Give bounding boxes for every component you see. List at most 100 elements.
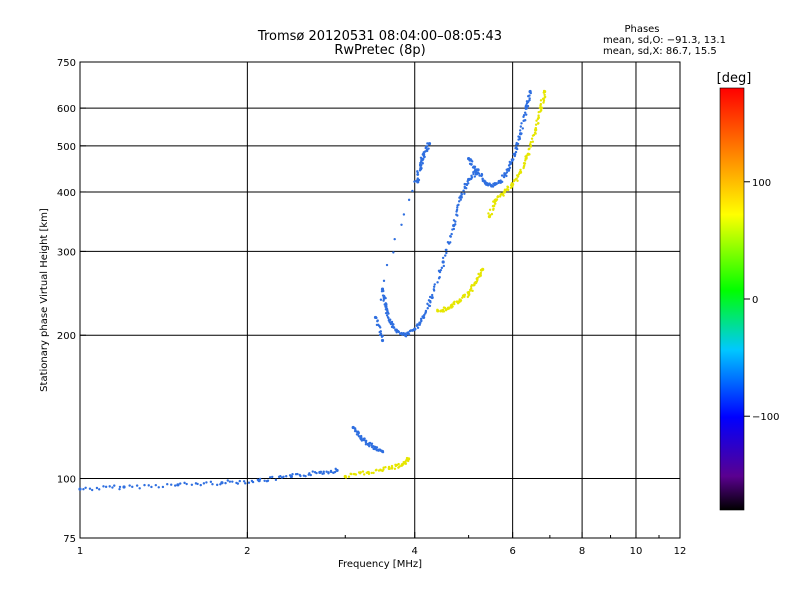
data-point [166,483,169,486]
data-point [183,481,186,485]
y-tick-label: 75 [63,534,76,545]
data-point [522,165,526,168]
data-point [215,483,219,487]
data-point [476,168,479,171]
data-point [185,482,188,486]
data-point [525,113,528,116]
data-point [333,470,337,474]
data-point [385,263,389,267]
data-point [430,295,434,300]
data-point [231,480,234,483]
data-point [242,480,246,483]
data-point [104,485,108,489]
data-point [423,155,426,159]
data-point [279,474,282,478]
data-point [384,302,387,305]
data-point [325,470,328,473]
data-point [470,163,473,166]
data-point [437,269,441,273]
data-point [457,203,460,207]
y-tick-label: 400 [57,188,76,199]
data-point [516,179,519,183]
data-point [495,198,499,201]
data-point [179,482,182,485]
data-point [238,479,241,483]
data-point [512,153,515,156]
data-point [515,177,518,180]
data-point [463,293,467,297]
data-point [368,441,371,445]
data-point [370,471,373,475]
data-point [525,155,528,159]
data-point [444,254,447,257]
data-point [388,321,391,324]
data-point [311,470,314,473]
data-point [304,474,307,478]
data-point [407,331,410,334]
data-point [518,171,522,174]
legend-x-mode-stats: mean, sd,X: 86.7, 15.5 [603,46,717,57]
data-point [490,212,494,216]
data-point [397,462,400,466]
data-point [386,316,390,319]
data-point [378,330,381,334]
data-point [471,289,474,293]
data-point [258,477,262,481]
data-point [519,168,522,172]
data-point [384,466,387,469]
data-point [421,162,424,165]
data-point [488,183,491,186]
y-tick-label: 600 [57,104,76,115]
data-point [365,439,368,443]
data-point [534,126,537,130]
data-point [543,95,547,99]
data-point [422,315,425,318]
data-point [344,476,348,479]
data-point [322,470,325,473]
data-point [529,141,533,144]
data-point [118,487,121,491]
colorbar-tick-label: 100 [752,178,771,189]
data-point [359,471,362,474]
data-point [95,486,99,490]
data-point [387,312,390,315]
data-point [481,267,485,272]
data-point [271,475,274,479]
data-point [499,179,502,182]
data-point [416,173,420,176]
data-point [445,248,448,252]
data-point [419,166,422,170]
data-point [521,127,524,130]
data-point [527,148,530,151]
x-tick-label: 6 [509,546,515,557]
data-point [244,482,247,485]
data-point [372,471,375,475]
data-point [528,94,531,97]
data-point [536,122,540,125]
data-point [111,486,114,489]
data-points [78,89,547,492]
data-point [205,481,208,484]
x-tick-label: 2 [244,546,250,557]
data-point [441,256,445,260]
data-point [520,122,523,125]
data-point [413,327,417,331]
data-point [534,128,538,132]
data-point [147,484,150,487]
colorbar [719,87,745,511]
data-point [202,482,206,485]
data-point [84,486,87,489]
data-point [274,478,278,482]
data-point [448,307,451,310]
data-point [459,195,462,198]
data-point [464,183,468,186]
data-point [432,285,436,288]
data-point [367,472,371,476]
colorbar-tick-label: −100 [752,412,779,423]
data-point [220,481,224,485]
data-point [526,104,530,108]
data-point [150,485,153,489]
data-point [452,227,456,231]
data-point [309,473,312,477]
data-point [471,160,474,163]
